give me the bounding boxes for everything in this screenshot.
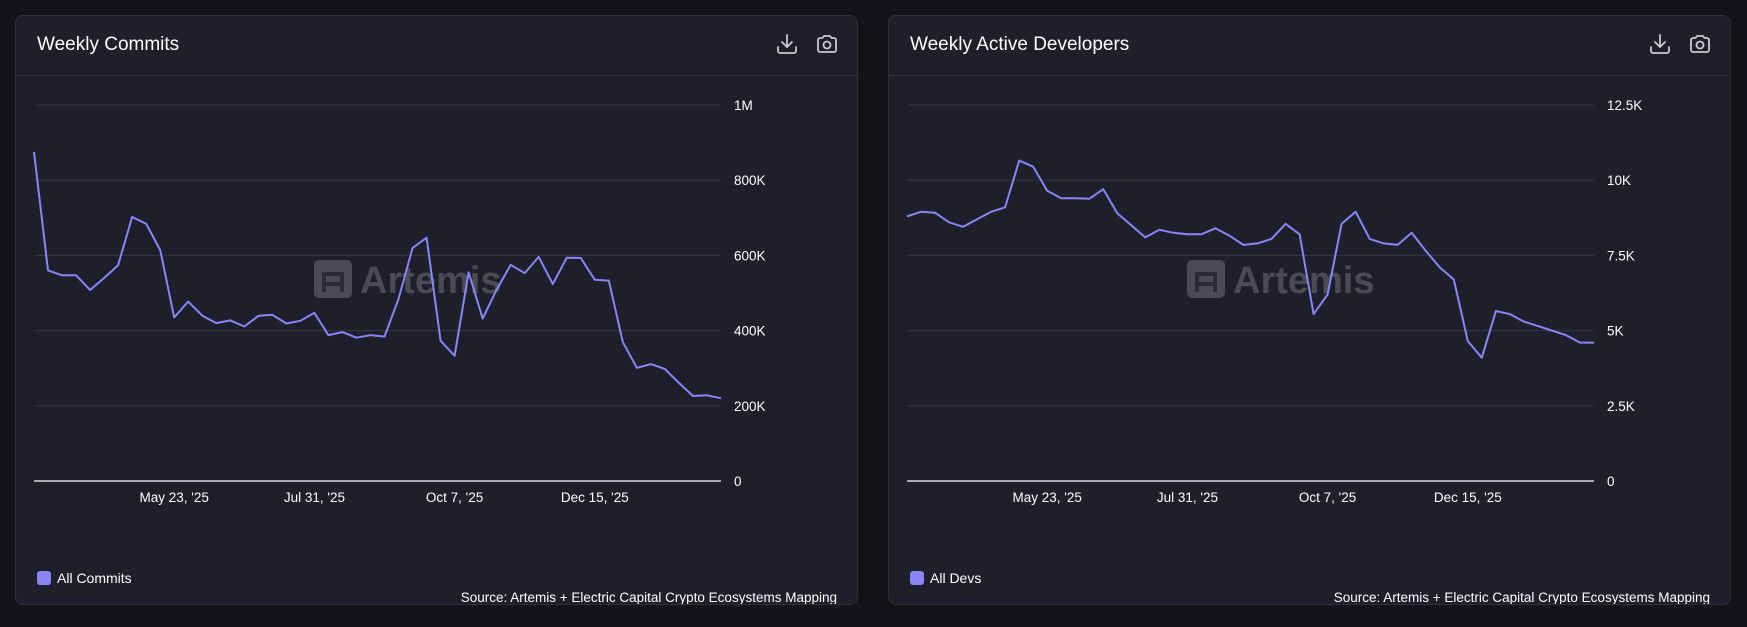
source-note: Source: Artemis + Electric Capital Crypt… [1333,590,1710,605]
legend-swatch [37,571,51,585]
download-icon [1650,34,1670,54]
card-header: Weekly Active Developers [889,16,1730,76]
x-tick-label: Oct 7, '25 [426,490,483,505]
y-tick-label: 0 [734,474,742,489]
x-tick-label: Jul 31, '25 [1157,490,1218,505]
y-tick-label: 400K [734,324,766,339]
artemis-watermark: Artemis [1187,260,1375,302]
chart-title: Weekly Commits [37,34,180,55]
y-tick-label: 800K [734,173,766,188]
x-tick-label: Dec 15, '25 [561,490,629,505]
x-tick-label: Jul 31, '25 [284,490,345,505]
watermark-logo-mark [1195,272,1217,292]
y-tick-label: 200K [734,399,766,414]
y-tick-label: 7.5K [1607,248,1635,263]
watermark-logo-icon [1187,260,1225,298]
legend-label: All Devs [930,570,982,586]
legend-item[interactable]: All Commits [37,570,132,586]
watermark-logo-icon [314,260,352,298]
download-button[interactable] [1645,29,1675,59]
y-tick-label: 5K [1607,324,1624,339]
legend-swatch [910,571,924,585]
y-tick-label: 0 [1607,474,1615,489]
legend-label: All Commits [57,570,132,586]
series-line[interactable] [33,151,722,400]
download-button[interactable] [772,29,802,59]
legend-item[interactable]: All Devs [910,570,981,586]
y-tick-label: 600K [734,248,766,263]
y-tick-label: 10K [1607,173,1631,188]
chart-title: Weekly Active Developers [910,34,1130,55]
y-tick-label: 2.5K [1607,399,1635,414]
series-line[interactable] [906,159,1594,359]
source-note: Source: Artemis + Electric Capital Crypt… [460,590,837,605]
x-tick-label: May 23, '25 [1013,490,1082,505]
watermark-text: Artemis [1233,260,1375,302]
commits-chart-card: Weekly Commits Artemis 0 200K 400K 600K 800K 1… [15,15,858,605]
x-tick-label: Dec 15, '25 [1434,490,1502,505]
watermark-logo-mark [322,272,344,292]
card-header: Weekly Commits [16,16,857,76]
x-tick-label: May 23, '25 [140,490,209,505]
screenshot-button[interactable] [1685,29,1715,59]
download-icon [777,34,797,54]
developers-chart-card: Weekly Active Developers Artemis 0 2.5K 5K 7… [888,15,1731,605]
x-tick-label: Oct 7, '25 [1299,490,1356,505]
y-tick-label: 12.5K [1607,98,1642,113]
camera-icon [817,35,837,53]
screenshot-button[interactable] [812,29,842,59]
y-tick-label: 1M [734,98,753,113]
camera-icon [1690,35,1710,53]
developers-line-chart: Artemis 0 2.5K 5K 7.5K 10K 12.5K May 23, '25 Jul… [906,98,1642,505]
